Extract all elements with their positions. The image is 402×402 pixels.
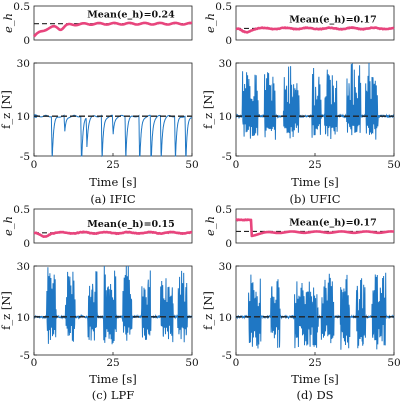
panel-caption: (c) LPF bbox=[92, 388, 134, 402]
top-ylabel: e_h bbox=[203, 216, 217, 236]
mean-annotation: Mean(e_h)=0.17 bbox=[289, 217, 376, 228]
bottom-axes-frame bbox=[33, 62, 193, 157]
fz-series-line bbox=[235, 272, 395, 350]
top-axes-frame bbox=[235, 208, 395, 244]
xtick-label: 50 bbox=[387, 357, 400, 369]
bottom-ytick-label: 30 bbox=[17, 58, 30, 70]
mean-annotation: Mean(e_h)=0.15 bbox=[87, 219, 174, 230]
top-ytick-label: 0 bbox=[225, 238, 232, 250]
bottom-ytick-label: 10 bbox=[219, 312, 232, 324]
top-axes-frame bbox=[33, 208, 193, 244]
chart-panel-2: Mean(e_h)=0.17 0 0.5e_h -5 10 30 f_z [N] 0 25 50 T… bbox=[201, 1, 401, 206]
xlabel: Time [s] bbox=[291, 372, 339, 386]
eh-series-line bbox=[33, 230, 193, 238]
panel-caption: (d) DS bbox=[296, 388, 333, 402]
xtick-label: 50 bbox=[185, 357, 198, 369]
top-axes-frame bbox=[235, 5, 395, 41]
top-ytick-label: 0.5 bbox=[215, 1, 232, 13]
xtick-label: 50 bbox=[387, 159, 400, 171]
eh-series-line bbox=[32, 21, 193, 38]
bottom-ylabel: f_z [N] bbox=[0, 291, 13, 330]
top-ytick-label: 0.5 bbox=[13, 1, 30, 13]
xlabel: Time [s] bbox=[89, 175, 137, 189]
xtick-label: 0 bbox=[31, 159, 38, 171]
bottom-ylabel: f_z [N] bbox=[201, 291, 215, 330]
xtick-label: 25 bbox=[308, 357, 321, 369]
fz-series-line bbox=[33, 114, 193, 158]
xtick-label: 0 bbox=[31, 357, 38, 369]
chart-panel-4: Mean(e_h)=0.17 0 0.5e_h -5 10 30 f_z [N] 0 25 50 T… bbox=[201, 204, 401, 402]
eh-series-line bbox=[235, 26, 395, 34]
top-ylabel: e_h bbox=[203, 13, 217, 33]
top-ytick-label: 0 bbox=[23, 238, 30, 250]
xlabel: Time [s] bbox=[291, 175, 339, 189]
bottom-ylabel: f_z [N] bbox=[201, 90, 215, 129]
xlabel: Time [s] bbox=[89, 372, 137, 386]
xtick-label: 25 bbox=[106, 357, 119, 369]
eh-series-line bbox=[235, 218, 395, 238]
mean-annotation: Mean(e_h)=0.24 bbox=[87, 10, 175, 21]
mean-annotation: Mean(e_h)=0.17 bbox=[289, 14, 376, 25]
bottom-ytick-label: 10 bbox=[219, 111, 232, 123]
bottom-ytick-label: -5 bbox=[20, 151, 30, 163]
top-ytick-label: 0.5 bbox=[13, 204, 30, 216]
bottom-ytick-label: -5 bbox=[222, 151, 232, 163]
bottom-ytick-label: -5 bbox=[20, 350, 30, 362]
fz-series-line bbox=[33, 265, 193, 345]
bottom-ytick-label: 30 bbox=[219, 261, 232, 273]
top-ytick-label: 0 bbox=[23, 35, 30, 47]
panel-caption: (b) UFIC bbox=[289, 192, 340, 206]
bottom-ytick-label: 30 bbox=[17, 261, 30, 273]
bottom-ytick-label: 10 bbox=[17, 111, 30, 123]
xtick-label: 25 bbox=[308, 159, 321, 171]
bottom-ylabel: f_z [N] bbox=[0, 90, 13, 129]
top-ytick-label: 0 bbox=[225, 35, 232, 47]
xtick-label: 0 bbox=[233, 357, 240, 369]
top-ylabel: e_h bbox=[1, 13, 15, 33]
bottom-ytick-label: 30 bbox=[219, 58, 232, 70]
xtick-label: 25 bbox=[106, 159, 119, 171]
panel-caption: (a) IFIC bbox=[90, 192, 136, 206]
bottom-ytick-label: 10 bbox=[17, 312, 30, 324]
fz-series-line bbox=[235, 62, 395, 140]
xtick-label: 50 bbox=[185, 159, 198, 171]
chart-panel-3: Mean(e_h)=0.15 0 0.5e_h -5 10 30 f_z [N] 0 25 50 T… bbox=[0, 204, 199, 402]
top-ylabel: e_h bbox=[1, 216, 15, 236]
xtick-label: 0 bbox=[233, 159, 240, 171]
chart-panel-1: Mean(e_h)=0.24 0 0.5e_h -5 10 30 f_z [N] 0 25 50 T… bbox=[0, 1, 199, 206]
top-ytick-label: 0.5 bbox=[215, 204, 232, 216]
bottom-ytick-label: -5 bbox=[222, 350, 232, 362]
